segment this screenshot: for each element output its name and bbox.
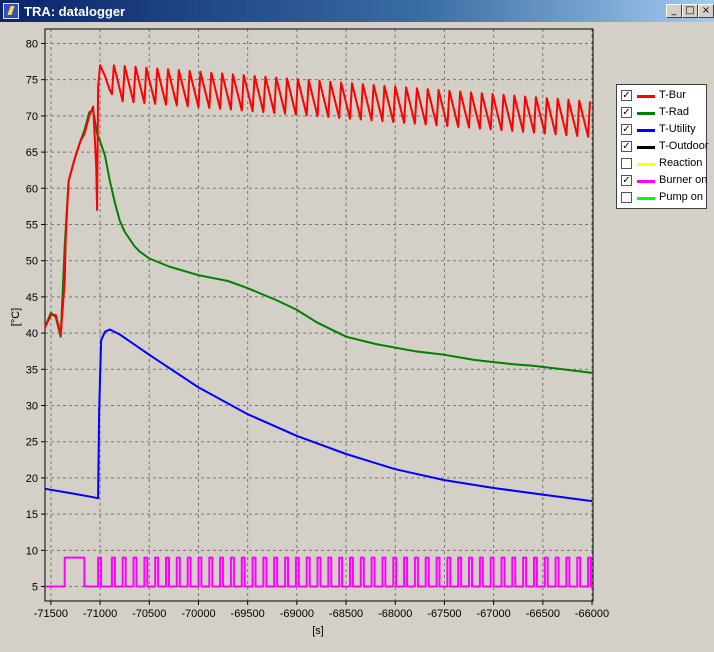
- legend-item[interactable]: ✓ T-Bur: [621, 89, 707, 103]
- legend-item[interactable]: ✓ T-Outdoor: [621, 140, 709, 154]
- close-button[interactable]: ×: [698, 4, 714, 18]
- legend-swatch: [637, 129, 655, 132]
- chart-svg: 5 10 15 20 25 30 35 40 45 50 55 60 65 70 75 80 -71500 -71…: [10, 28, 609, 637]
- plot-border: [44, 28, 594, 602]
- y-tick-label: 10: [26, 545, 38, 557]
- y-tick-label: 70: [26, 111, 38, 123]
- legend-item[interactable]: Reaction: [621, 157, 707, 171]
- x-tick-label: -66500: [526, 608, 560, 620]
- x-tick-label: -68000: [378, 608, 412, 620]
- legend-checkbox[interactable]: [621, 192, 632, 203]
- legend-checkbox[interactable]: ✓: [621, 90, 632, 101]
- x-tick-label: -70000: [181, 608, 215, 620]
- y-tick-label: 45: [26, 292, 38, 304]
- y-tick-label: 75: [26, 75, 38, 87]
- legend-label: Reaction: [659, 157, 703, 169]
- legend-item[interactable]: Pump on: [621, 191, 707, 205]
- legend-label: Pump on: [659, 191, 704, 203]
- minimize-button[interactable]: _: [666, 4, 682, 18]
- y-tick-label: 15: [26, 509, 38, 521]
- x-tick-label: -67500: [427, 608, 461, 620]
- y-axis-label: [°C]: [10, 308, 22, 326]
- app-icon: [3, 3, 19, 19]
- axes: 5 10 15 20 25 30 35 40 45 50 55 60 65 70 75 80 -71500 -71…: [26, 28, 609, 620]
- legend-swatch: [637, 95, 655, 98]
- y-tick-label: 5: [32, 582, 38, 594]
- x-tick-label: -69500: [231, 608, 265, 620]
- legend-label: T-Bur: [659, 89, 686, 101]
- legend-label: T-Outdoor: [659, 140, 709, 152]
- y-tick-label: 30: [26, 401, 38, 413]
- y-tick-label: 65: [26, 147, 38, 159]
- series-line-burner-on: [45, 556, 593, 588]
- y-tick-label: 25: [26, 437, 38, 449]
- legend-swatch: [637, 197, 655, 200]
- y-tick-label: 20: [26, 473, 38, 485]
- legend-item[interactable]: ✓ Burner on: [621, 174, 707, 188]
- maximize-button[interactable]: □: [682, 4, 698, 18]
- y-tick-label: 35: [26, 364, 38, 376]
- x-tick-label: -71000: [83, 608, 117, 620]
- x-tick-label: -68500: [329, 608, 363, 620]
- x-tick-label: -69000: [280, 608, 314, 620]
- grid-lines: [45, 29, 593, 601]
- x-tick-label: -71500: [34, 608, 68, 620]
- x-axis-label: [s]: [312, 625, 324, 637]
- legend-label: Burner on: [659, 174, 708, 186]
- x-tick-label: -67000: [476, 608, 510, 620]
- legend-label: T-Rad: [659, 106, 689, 118]
- window-title: TRA: datalogger: [24, 4, 126, 19]
- legend-checkbox[interactable]: ✓: [621, 107, 632, 118]
- legend-item[interactable]: ✓ T-Rad: [621, 106, 707, 120]
- x-tick-label: -66000: [575, 608, 609, 620]
- legend-checkbox[interactable]: ✓: [621, 124, 632, 135]
- legend-checkbox[interactable]: ✓: [621, 141, 632, 152]
- legend-swatch: [637, 163, 655, 166]
- y-tick-label: 60: [26, 183, 38, 195]
- legend-checkbox[interactable]: ✓: [621, 175, 632, 186]
- legend-swatch: [637, 180, 655, 183]
- y-tick-label: 40: [26, 328, 38, 340]
- legend-swatch: [637, 146, 655, 149]
- legend: ✓ T-Bur ✓ T-Rad ✓ T-Utility ✓ T-Outdoor Reaction…: [616, 84, 709, 209]
- legend-checkbox[interactable]: [621, 158, 632, 169]
- legend-label: T-Utility: [659, 123, 696, 135]
- legend-item[interactable]: ✓ T-Utility: [621, 123, 707, 137]
- y-tick-label: 50: [26, 256, 38, 268]
- series-group: [44, 64, 593, 588]
- y-tick-label: 55: [26, 219, 38, 231]
- y-tick-label: 80: [26, 38, 38, 50]
- x-tick-label: -70500: [132, 608, 166, 620]
- plot-area: 5 10 15 20 25 30 35 40 45 50 55 60 65 70 75 80 -71500 -71…: [0, 22, 714, 647]
- title-bar: TRA: datalogger _ □ ×: [0, 0, 714, 22]
- legend-swatch: [637, 112, 655, 115]
- series-line-t-bur: [44, 64, 591, 336]
- series-line-t-utility: [44, 328, 593, 503]
